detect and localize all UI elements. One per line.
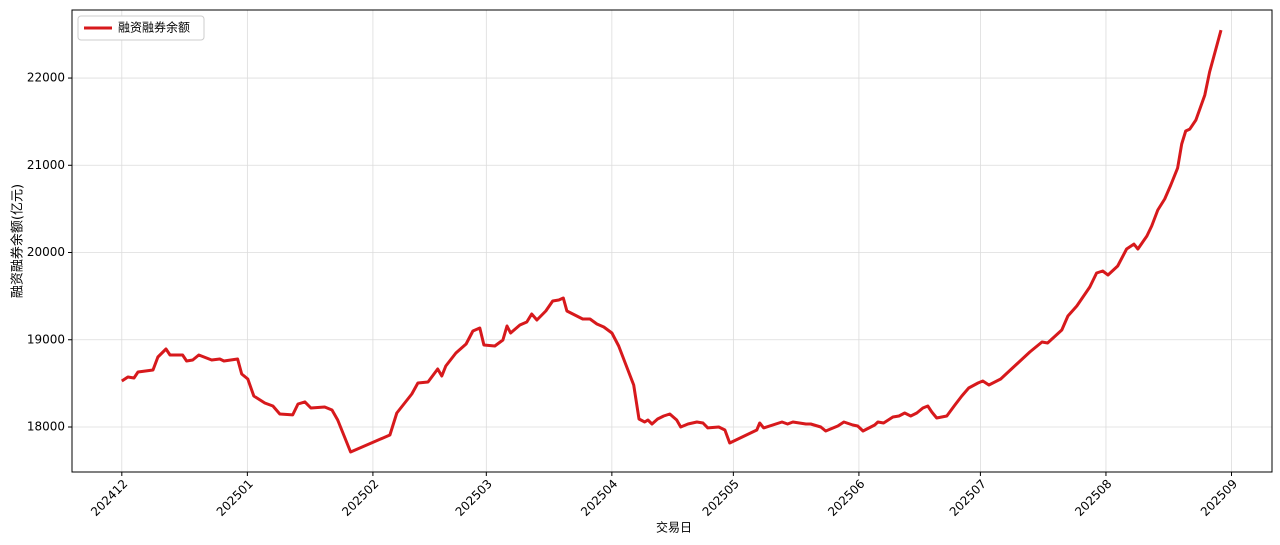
y-tick-label: 20000 <box>27 245 65 259</box>
legend-label: 融资融券余额 <box>118 20 190 35</box>
plot-frame <box>71 9 1273 473</box>
series-line <box>120 29 1223 454</box>
y-tick-label: 19000 <box>27 332 65 346</box>
x-tick-label: 202503 <box>453 477 495 519</box>
y-tick-label: 18000 <box>27 419 65 433</box>
x-axis-label: 交易日 <box>656 520 692 535</box>
x-tick-label: 202504 <box>578 477 620 519</box>
legend-box <box>77 15 205 41</box>
x-tick-label: 202509 <box>1198 477 1240 519</box>
x-tick-label: 202502 <box>339 477 381 519</box>
y-axis-label: 融资融券余额(亿元) <box>10 184 26 298</box>
x-tick-label: 202412 <box>88 477 130 519</box>
x-tick-label: 202501 <box>214 477 256 519</box>
x-tick-label: 202506 <box>825 477 867 519</box>
x-tick-label: 202508 <box>1072 477 1114 519</box>
x-tick-label: 202507 <box>947 477 989 519</box>
y-tick-label: 21000 <box>27 158 65 172</box>
x-tick-label: 202505 <box>700 477 742 519</box>
y-tick-label: 22000 <box>27 71 65 85</box>
